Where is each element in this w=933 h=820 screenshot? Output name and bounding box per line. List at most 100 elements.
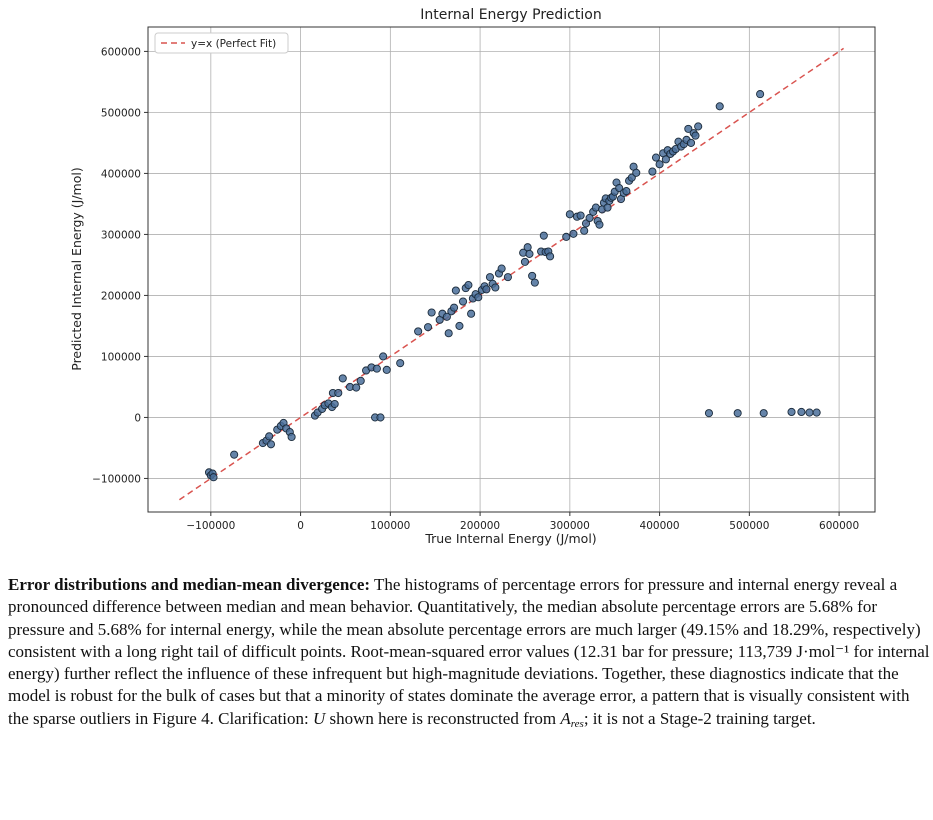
data-point [622,187,631,196]
plot-frame [147,26,876,513]
data-point [684,124,693,133]
data-point [414,327,423,336]
data-point [528,271,537,280]
scatter-figure: Internal Energy Prediction −100000 0 10000… [69,7,876,546]
data-point [595,220,604,229]
caption-mid: shown here is reconstructed from [329,708,557,728]
data-point [627,173,636,182]
data-point [523,243,532,252]
data-point [423,323,433,332]
math-subscript-res: res [570,717,584,730]
legend-box [154,32,289,54]
data-point [715,102,724,111]
y-tick-label: 500000 [101,107,141,119]
data-point [458,297,468,306]
data-point [539,231,548,240]
data-point [265,432,274,441]
data-point [756,90,765,99]
math-symbol-a: A [560,708,571,728]
data-point [451,286,460,295]
data-point [442,312,451,321]
chart-title: Internal Energy Prediction [420,7,601,23]
data-point [376,413,385,422]
data-point [812,408,821,417]
y-tick-label: 200000 [101,290,141,302]
grid-lines [148,27,875,512]
data-point [733,409,742,418]
data-point [287,432,296,442]
data-point [797,407,806,416]
data-point [585,213,594,222]
caption-body: The histograms of percentage errors for … [8,575,930,728]
data-point [356,376,365,385]
data-point [576,211,585,220]
data-point [651,153,661,162]
data-point [530,278,539,287]
x-tick-label: 500000 [729,520,769,532]
data-point [525,249,534,258]
data-point [334,388,343,398]
data-point [632,168,641,177]
data-point [691,131,700,140]
data-point [230,450,239,459]
data-point [603,203,612,212]
data-point [491,283,500,292]
data-point [546,252,555,261]
data-point [704,409,714,418]
data-point [759,409,768,418]
x-tick-label: 0 [297,520,304,532]
data-point [661,155,670,164]
data-point [450,303,459,312]
caption-heading: Error distributions and median-mean dive… [8,575,371,594]
x-tick-label: 100000 [370,520,410,532]
data-point [266,440,276,449]
reference-line [178,47,845,501]
data-point [209,473,218,482]
y-tick-label: 300000 [101,229,141,241]
data-point [485,273,495,282]
data-point [569,229,578,238]
data-points [204,90,821,482]
x-tick-label: 300000 [550,520,590,532]
data-point [580,226,589,235]
math-symbol-u: U [313,708,326,728]
data-point [382,365,391,374]
figure-caption: Error distributions and median-mean dive… [8,574,930,730]
x-tick-label: 600000 [819,520,859,532]
data-point [474,293,483,302]
y-tick-label: 600000 [101,46,141,58]
data-point [581,219,591,228]
y-tick-label: −100000 [92,473,141,485]
x-tick-label: 400000 [640,520,680,532]
y-axis-ticks: −100000 0 100000 200000 300000 400000 500000 60… [92,46,148,485]
data-point [686,138,696,147]
y-tick-label: 100000 [101,351,141,363]
data-point [464,281,473,290]
x-tick-label: −100000 [186,520,235,532]
data-point [379,352,388,361]
data-point [467,309,476,318]
y-tick-label: 400000 [101,168,141,180]
data-point [482,285,491,294]
data-point [396,359,405,368]
data-point [338,374,347,383]
caption-tail: ; it is not a Stage-2 training target. [583,708,816,728]
data-point [427,308,436,317]
data-point [372,364,381,373]
data-point [455,321,464,330]
data-point [648,167,657,176]
x-tick-label: 200000 [460,520,500,532]
x-axis-label: True Internal Energy (J/mol) [424,531,596,546]
data-point [805,408,814,417]
data-point [497,264,506,273]
data-point [562,232,571,241]
data-point [520,257,530,266]
data-point [330,399,339,409]
data-point [694,122,703,131]
data-point [352,383,361,392]
data-point [444,329,453,338]
data-point [787,407,796,416]
legend: y=x (Perfect Fit) [154,32,289,54]
data-point [565,210,574,219]
data-point [655,160,664,169]
